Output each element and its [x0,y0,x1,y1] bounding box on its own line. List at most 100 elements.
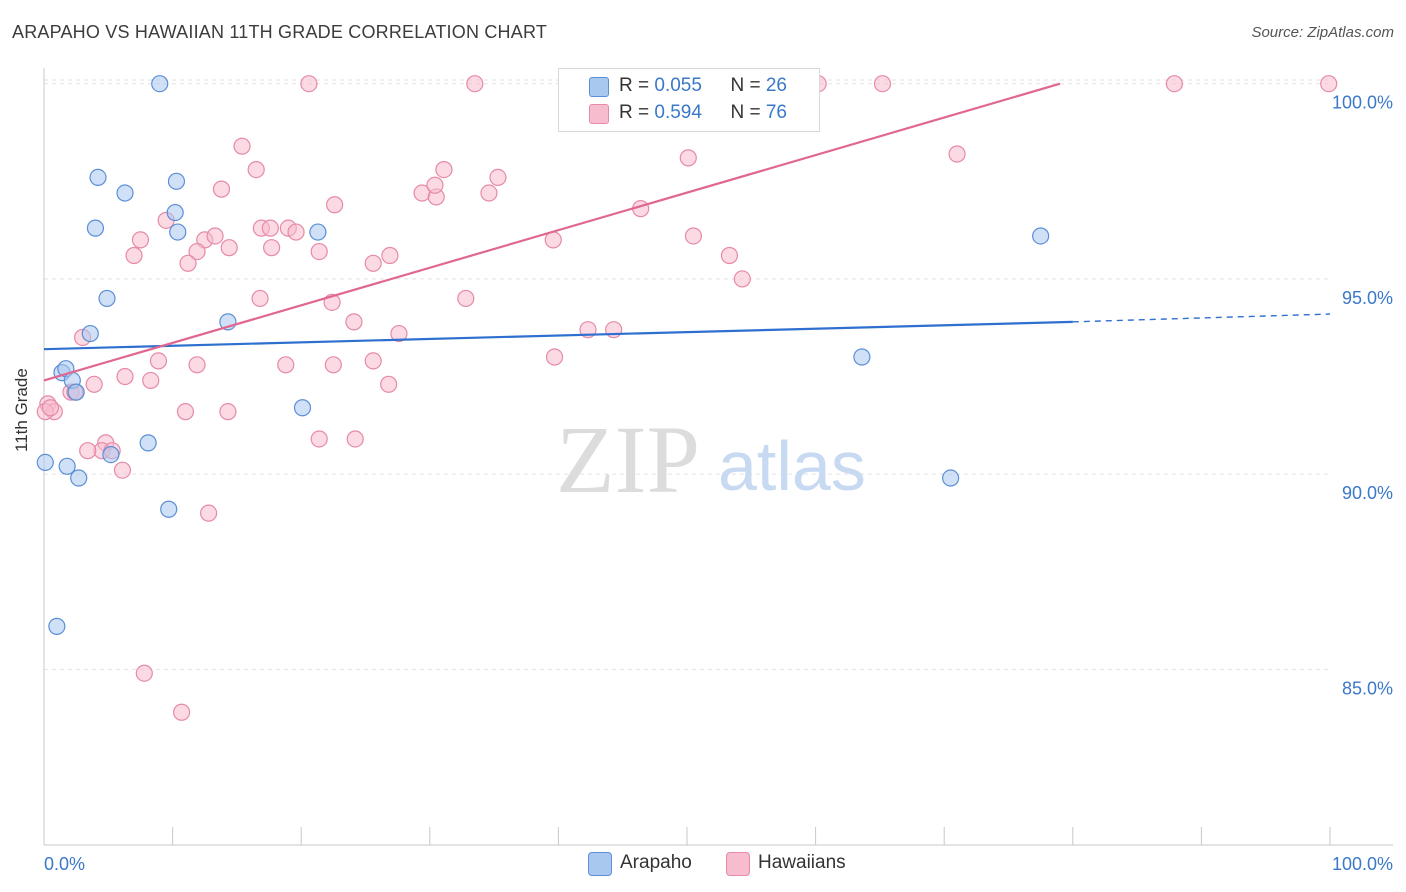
bottom-legend-arapaho: Arapaho [620,852,692,873]
hawaiian-point [435,161,453,179]
hawaiian-point [206,227,224,245]
hawaiian-point [188,242,206,261]
legend-swatch-arapaho [589,77,609,97]
arapaho-point [853,348,871,366]
arapaho-point [116,184,134,202]
hawaiian-point [1165,75,1183,93]
legend-r-label: R = [619,75,655,96]
hawaiian-point [263,239,281,257]
hawaiian-point [220,239,238,257]
hawaiian-point [300,75,318,93]
hawaiian-point [380,375,398,393]
hawaiian-point [426,176,444,194]
hawaiian-point [135,664,153,682]
arapaho-points [36,75,1050,635]
hawaiian-point [41,399,60,417]
hawaiian-point [116,367,134,386]
arapaho-trend-extension [1072,313,1331,323]
legend-n-label: N = [730,102,766,123]
trend-lines [43,82,1331,382]
legend-swatch-hawaiian [589,104,609,124]
arapaho-point [58,457,76,475]
hawaiian-point [310,242,328,261]
arapaho-point [139,434,157,452]
hawaiian-point [346,430,364,448]
watermark: ZIP atlas [556,406,866,513]
arapaho-point [309,223,327,241]
arapaho-point [166,203,184,222]
hawaiian-point [173,703,191,721]
hawaiian-point [179,254,197,272]
legend-r-value: 0.055 [654,75,702,96]
hawaiian-point [142,371,160,390]
bottom-legend-hawaiians: Hawaiians [758,852,846,873]
hawaiian-point [489,168,507,187]
legend-r-label: R = [619,102,655,123]
legend-r-value: 0.594 [654,102,702,123]
hawaiian-point [390,324,408,343]
hawaiian-point [948,145,966,163]
watermark-atlas: atlas [718,427,866,505]
arapaho-point [1032,227,1050,245]
hawaiian-points [36,75,1338,721]
hawaiian-point [247,161,265,179]
chart-title: ARAPAHO VS HAWAIIAN 11TH GRADE CORRELATI… [12,22,548,42]
hawaiian-point [684,227,703,245]
arapaho-point [70,469,88,487]
legend-n-value: 76 [765,102,787,123]
arapaho-trend-line [43,320,1073,351]
arapaho-point [102,445,120,464]
legend-row-hawaiian: R = 0.594 N = 76 [619,102,787,126]
arapaho-point [160,500,178,518]
hawaiian-point [219,403,237,421]
hawaiian-point [131,231,150,249]
y-tick-label: 95.0% [1342,288,1393,308]
x-tick-label: 0.0% [44,854,85,874]
hawaiian-point [176,403,195,421]
arapaho-point [67,383,85,401]
arapaho-point [81,324,99,343]
hawaiian-point [733,270,751,288]
arapaho-point [86,219,105,237]
hawaiian-point [233,137,251,155]
hawaiian-point [679,149,697,167]
x-tick-label: 100.0% [1332,854,1393,874]
hawaiian-point [381,246,399,265]
arapaho-point [98,289,116,308]
hawaiian-point [200,504,218,522]
y-tick-label: 100.0% [1332,93,1393,113]
hawaiian-point [326,196,344,214]
hawaiian-point [545,348,564,366]
arapaho-point [36,453,54,472]
hawaiian-point [873,75,892,93]
arapaho-point [151,75,169,93]
hawaiian-point [149,352,168,370]
arapaho-point [167,172,186,190]
y-tick-label: 85.0% [1342,678,1393,698]
legend-row-arapaho: R = 0.055 N = 26 [619,75,787,99]
hawaiian-point [212,180,231,198]
hawaiian-point [364,352,382,370]
arapaho-point [89,168,107,187]
hawaiian-point [364,254,382,272]
bottom-legend-swatch-hawaiian [726,852,750,876]
hawaiian-point [125,246,143,265]
arapaho-point [169,223,187,241]
hawaiian-point [466,75,484,93]
arapaho-point [48,617,66,635]
hawaiian-trend-line [43,82,1061,382]
hawaiian-point [188,356,206,374]
hawaiian-point [480,184,498,202]
tick-labels: 85.0% 90.0% 95.0% 100.0% 0.0% 100.0% [44,93,1393,874]
hawaiian-point [1320,75,1338,93]
legend-n-label: N = [730,75,766,96]
bottom-legend-swatch-arapaho [588,852,612,876]
hawaiian-point [113,461,132,479]
hawaiian-point [261,219,279,237]
hawaiian-point [720,246,739,265]
hawaiian-point [457,289,475,308]
source-label: Source: ZipAtlas.com [1251,24,1394,41]
hawaiian-point [324,356,342,374]
arapaho-point [293,399,312,417]
hawaiian-point [310,430,328,448]
